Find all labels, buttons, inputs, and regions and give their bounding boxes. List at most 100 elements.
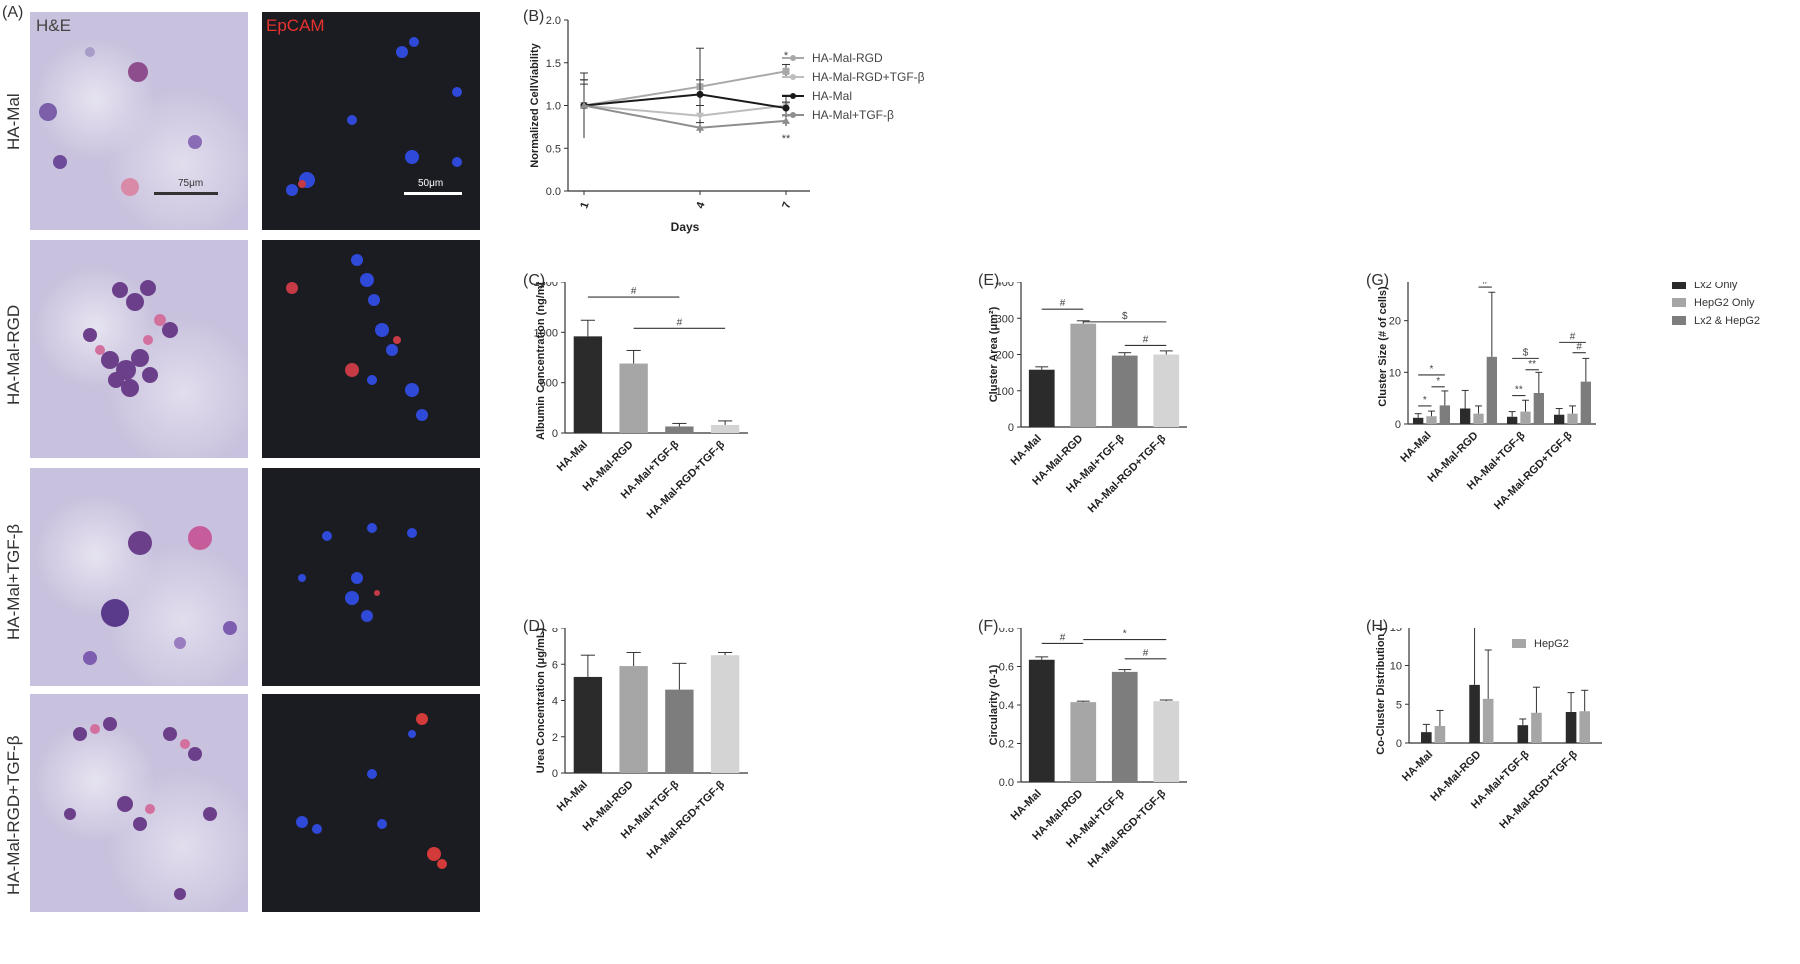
significance-label: # <box>631 286 637 297</box>
epcam-image-ha-mal: 50μm <box>262 12 480 230</box>
bar <box>1579 711 1590 743</box>
bar <box>1565 712 1577 743</box>
bar <box>665 426 694 433</box>
he-cells <box>83 526 237 665</box>
x-tick-label: HA-Mal <box>1398 430 1433 465</box>
chart-e-cluster-area: 0 100 200 300 400 Cluster Area (μm²) HA-Mal HA-… <box>988 282 1187 515</box>
x-tick-label: HA-Mal-RGD+TGF-β <box>645 778 728 861</box>
row-label-ha-mal-tgf: HA-Mal+TGF-β <box>4 523 23 640</box>
y-axis-label: Urea Concentration (μg/mL) <box>535 628 547 773</box>
legend-marker <box>790 55 796 61</box>
data-point <box>782 116 790 124</box>
bar <box>1531 712 1542 743</box>
bar <box>1412 417 1424 424</box>
data-point <box>782 104 790 112</box>
significance-label: ** <box>782 133 791 145</box>
significance-label: ** <box>1528 359 1536 370</box>
bar <box>1567 413 1578 424</box>
legend-swatch <box>1672 298 1686 307</box>
bar <box>1070 323 1097 427</box>
data-point <box>580 101 588 109</box>
y-tick-label: 1.0 <box>546 101 561 113</box>
epcam-cells <box>286 254 428 421</box>
bar <box>1580 381 1592 424</box>
legend-label: HepG2 <box>1534 638 1569 650</box>
y-tick-label: 200 <box>996 350 1014 362</box>
bar <box>710 655 740 773</box>
panel-letter-d: (D) <box>523 618 546 635</box>
y-tick-label: 500 <box>540 378 558 390</box>
y-axis-label: Albumin Concentration (ng/mL) <box>535 282 547 440</box>
y-tick-label: 0 <box>552 768 558 780</box>
x-tick-label: HA-Mal-RGD+TGF-β <box>1086 787 1169 870</box>
data-point <box>696 90 704 98</box>
bar <box>1070 702 1097 782</box>
legend-label: Lx2 Only <box>1694 282 1738 291</box>
y-tick-label: 100 <box>996 386 1014 398</box>
epcam-cells <box>296 713 447 869</box>
bar <box>710 424 740 433</box>
legend-swatch <box>1672 282 1686 289</box>
x-tick-label: HA-Mal <box>1009 433 1044 468</box>
bar <box>1459 408 1471 424</box>
epcam-cells <box>298 523 417 622</box>
x-tick-label: HA-Mal <box>555 439 590 474</box>
row-label-ha-mal-rgd-tgf: HA-Mal-RGD+TGF-β <box>4 735 23 895</box>
panel-letter-e: (E) <box>978 272 1000 289</box>
bar <box>573 336 603 433</box>
significance-label: * <box>1430 364 1434 375</box>
epcam-column-label: EpCAM <box>266 16 325 35</box>
y-tick-label: 10 <box>1390 661 1402 673</box>
panel-letter-c: (C) <box>523 272 546 289</box>
y-tick-label: 0.2 <box>999 739 1014 751</box>
row-label-ha-mal-rgd: HA-Mal-RGD <box>4 304 23 405</box>
chart-d-urea: 0 2 4 6 8 Urea Concentration (μg/mL) HA-Mal HA-… <box>535 628 748 861</box>
bar <box>1506 416 1518 424</box>
bar <box>1426 416 1437 424</box>
significance-label: # <box>1482 282 1488 287</box>
panel-letter-b: (B) <box>523 8 545 25</box>
significance-label: # <box>1060 298 1066 309</box>
y-tick-label: 6 <box>552 659 558 671</box>
y-tick-label: 5 <box>1396 699 1402 711</box>
significance-label: # <box>1570 331 1576 342</box>
bar <box>1533 393 1545 424</box>
significance-label: * <box>1423 395 1427 406</box>
y-axis-label: Cluster Area (μm²) <box>988 306 1000 402</box>
y-tick-label: 0.0 <box>999 777 1014 789</box>
he-cells <box>39 47 202 196</box>
legend-swatch <box>1672 316 1686 325</box>
significance-label: * <box>784 50 789 62</box>
legend-label: HA-Mal-RGD+TGF-β <box>812 70 925 84</box>
row-label-ha-mal: HA-Mal <box>4 93 23 150</box>
bar <box>1028 369 1055 427</box>
he-cells <box>64 717 217 900</box>
bar <box>1111 671 1138 782</box>
panel-letter-f: (F) <box>978 618 999 635</box>
significance-label: # <box>1060 632 1066 643</box>
epcam-scale-label: 50μm <box>418 178 444 189</box>
panel-letter-h: (H) <box>1366 618 1389 635</box>
legend-label: Lx2 & HepG2 <box>1694 315 1760 327</box>
y-axis-label: Normalized CellViability <box>529 42 541 167</box>
significance-label: $ <box>1523 347 1529 358</box>
y-tick-label: 1500 <box>534 282 558 289</box>
legend-label: Lx2 <box>1534 628 1552 630</box>
x-tick-label: HA-Mal <box>555 779 590 814</box>
epcam-image-ha-mal-rgd <box>262 240 480 458</box>
data-point <box>782 67 790 75</box>
epcam-cells <box>286 37 462 196</box>
chart-h-co-cluster: 05101520Co-Cluster Distribution (# of ce… <box>1375 628 1602 831</box>
y-tick-label: 8 <box>552 628 558 635</box>
bar <box>1517 725 1529 743</box>
y-tick-label: 0.4 <box>999 700 1014 712</box>
bar <box>1434 725 1446 743</box>
y-axis-label: Circularity (0-1) <box>988 664 1000 745</box>
he-image-ha-mal-tgf <box>30 468 248 686</box>
bar <box>1553 414 1565 424</box>
bar <box>1028 659 1055 782</box>
bar <box>1111 355 1138 427</box>
y-tick-label: 1000 <box>534 327 558 339</box>
y-tick-label: 10 <box>1389 367 1401 379</box>
